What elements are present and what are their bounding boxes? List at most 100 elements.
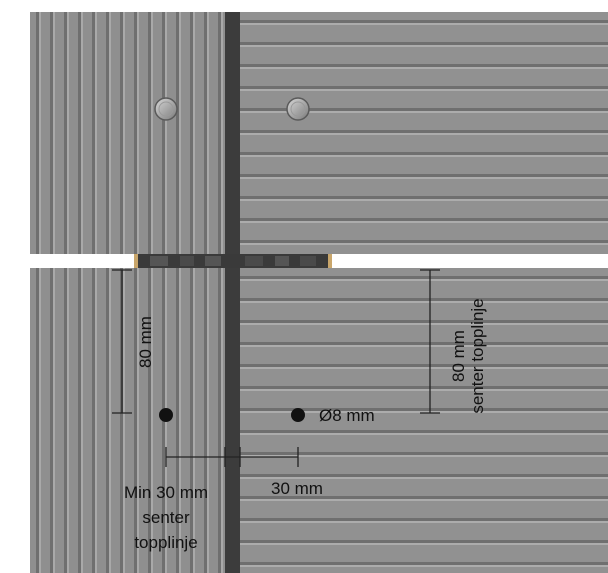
board-groove-highlight <box>240 155 608 157</box>
board-groove <box>240 540 608 543</box>
board-groove <box>240 20 608 23</box>
board-groove-highlight <box>240 367 608 369</box>
board-groove-highlight <box>240 89 608 91</box>
drill-hole-right-icon <box>291 408 305 422</box>
board-groove <box>218 12 221 254</box>
board-groove <box>204 12 207 254</box>
board-groove-highlight <box>240 221 608 223</box>
board-groove <box>240 474 608 477</box>
board-groove <box>240 562 608 565</box>
board-groove-highlight <box>240 521 608 523</box>
board-groove-highlight <box>109 12 111 254</box>
board-groove-highlight <box>240 23 608 25</box>
bottom-board-left <box>30 268 225 573</box>
board-groove <box>240 408 608 411</box>
board-groove-highlight <box>81 268 83 573</box>
vertical-joint <box>225 12 240 573</box>
board-groove-highlight <box>151 268 153 573</box>
board-groove <box>240 320 608 323</box>
board-groove-highlight <box>67 12 69 254</box>
board-groove-highlight <box>240 67 608 69</box>
right-vertical-label-line1: 80 mm <box>449 330 468 382</box>
board-groove-highlight <box>137 268 139 573</box>
board-groove <box>64 12 67 254</box>
board-groove <box>120 268 123 573</box>
board-groove <box>240 496 608 499</box>
board-groove <box>240 364 608 367</box>
dimension-left-vertical <box>112 269 132 414</box>
board-groove-highlight <box>221 12 223 254</box>
board-groove <box>190 268 193 573</box>
board-groove-highlight <box>137 12 139 254</box>
board-groove-highlight <box>240 345 608 347</box>
board-groove <box>218 268 221 573</box>
board-groove <box>64 268 67 573</box>
board-groove-highlight <box>207 12 209 254</box>
board-groove <box>240 276 608 279</box>
board-groove <box>240 108 608 111</box>
board-groove-highlight <box>95 12 97 254</box>
board-groove-highlight <box>67 268 69 573</box>
right-vertical-dimension-label: 80 mm senter topplinje <box>449 276 491 436</box>
board-groove <box>134 12 137 254</box>
board-groove-highlight <box>179 268 181 573</box>
board-groove <box>240 452 608 455</box>
board-groove <box>204 268 207 573</box>
screw-head-icon <box>154 97 178 121</box>
board-groove-highlight <box>240 499 608 501</box>
joist-in-gap <box>134 254 332 268</box>
board-groove-highlight <box>165 12 167 254</box>
board-groove <box>240 86 608 89</box>
board-groove <box>120 12 123 254</box>
board-groove <box>240 342 608 345</box>
board-groove-highlight <box>53 12 55 254</box>
board-groove-highlight <box>240 455 608 457</box>
board-groove <box>240 64 608 67</box>
board-groove-highlight <box>240 411 608 413</box>
board-groove-highlight <box>240 323 608 325</box>
horizontal-left-dimension-label: Min 30 mm senter topplinje <box>96 480 236 555</box>
board-groove <box>240 386 608 389</box>
board-groove <box>240 130 608 133</box>
board-groove <box>240 518 608 521</box>
board-groove-highlight <box>95 268 97 573</box>
board-groove <box>240 152 608 155</box>
board-groove-highlight <box>240 279 608 281</box>
left-label-line3: topplinje <box>134 533 198 552</box>
board-groove-highlight <box>193 12 195 254</box>
board-groove <box>240 196 608 199</box>
board-groove-highlight <box>240 565 608 567</box>
board-groove <box>240 430 608 433</box>
board-groove-highlight <box>53 268 55 573</box>
board-groove-highlight <box>240 389 608 391</box>
drill-hole-left-icon <box>159 408 173 422</box>
board-groove <box>176 268 179 573</box>
hole-diameter-label: Ø8 mm <box>319 406 375 425</box>
board-groove-highlight <box>39 268 41 573</box>
right-vertical-label-line2: senter topplinje <box>468 298 488 414</box>
board-groove-highlight <box>39 12 41 254</box>
left-label-line1: Min 30 mm <box>123 483 209 502</box>
board-groove <box>50 268 53 573</box>
board-groove <box>162 12 165 254</box>
horizontal-right-dimension-label: 30 mm <box>271 479 323 498</box>
dimension-horizontal <box>165 447 299 467</box>
board-groove <box>92 12 95 254</box>
board-groove-highlight <box>221 268 223 573</box>
board-groove-highlight <box>240 243 608 245</box>
board-groove-highlight <box>123 268 125 573</box>
board-groove <box>134 268 137 573</box>
board-groove-highlight <box>240 477 608 479</box>
board-groove <box>148 268 151 573</box>
board-groove-highlight <box>193 268 195 573</box>
board-groove <box>240 42 608 45</box>
board-groove-highlight <box>240 199 608 201</box>
board-groove-highlight <box>240 133 608 135</box>
board-groove <box>176 12 179 254</box>
dimension-right-vertical <box>420 269 440 414</box>
board-groove <box>240 218 608 221</box>
top-board-right <box>240 12 608 254</box>
left-vertical-dimension-label: 80 mm <box>136 316 155 368</box>
board-groove-highlight <box>81 12 83 254</box>
